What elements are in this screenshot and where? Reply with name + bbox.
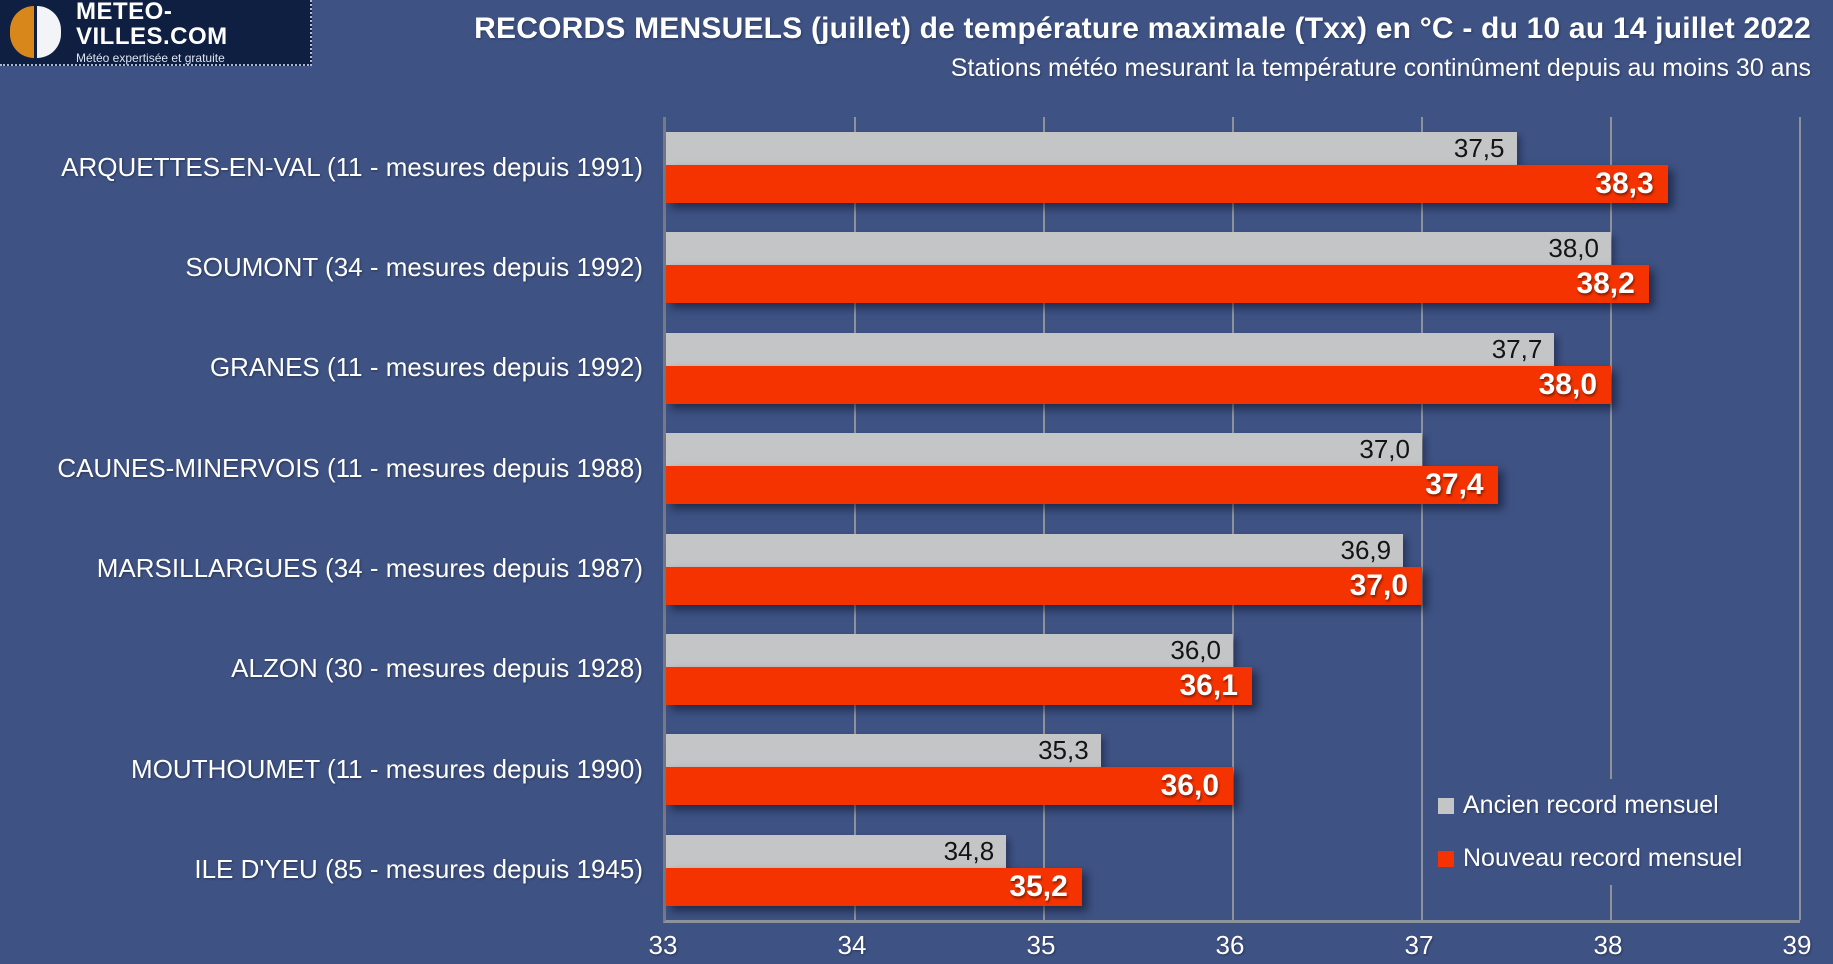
new-record-bar: 38,2 — [666, 265, 1649, 304]
old-record-value: 34,8 — [943, 835, 995, 866]
new-record-bar: 38,3 — [666, 165, 1668, 203]
category-label: ALZON (30 - mesures depuis 1928) — [231, 653, 643, 684]
category-label: GRANES (11 - mesures depuis 1992) — [209, 352, 643, 383]
meteo-villes-logo-icon — [10, 6, 62, 58]
old-record-swatch-icon — [1438, 797, 1454, 814]
x-axis: 33 34 35 36 37 38 39 — [649, 930, 1812, 960]
category-label: ARQUETTES-EN-VAL (11 - mesures depuis 19… — [61, 151, 643, 182]
old-record-bar: 37,0 — [666, 433, 1422, 467]
category-label: ILE D'YEU (85 - mesures depuis 1945) — [194, 854, 643, 885]
new-record-bar: 37,4 — [666, 466, 1498, 505]
logo-orange-half — [10, 6, 34, 58]
plot-area: ARQUETTES-EN-VAL (11 - mesures depuis 19… — [57, 117, 1801, 923]
category-label: MOUTHOUMET (11 - mesures depuis 1990) — [131, 753, 643, 784]
legend-label-new: Nouveau record mensuel — [1463, 844, 1743, 872]
gridline — [1610, 117, 1612, 920]
chart-subtitle: Stations météo mesurant la température c… — [950, 54, 1811, 82]
x-axis-tick-label: 33 — [648, 930, 678, 960]
old-record-bar: 37,5 — [666, 132, 1517, 165]
old-record-bar: 36,0 — [666, 633, 1233, 667]
old-record-value: 36,9 — [1340, 534, 1392, 565]
new-record-value: 36,1 — [1179, 668, 1238, 702]
bar-group: CAUNES-MINERVOIS (11 - mesures depuis 19… — [57, 418, 1800, 518]
bar-group: SOUMONT (34 - mesures depuis 1992) 38,0 38… — [185, 217, 1800, 317]
logo-white-half — [37, 6, 61, 58]
old-record-value: 37,7 — [1491, 333, 1543, 364]
legend: Ancien record mensuel Nouveau record men… — [1428, 779, 1752, 885]
bar-group: ILE D'YEU (85 - mesures depuis 1945) 34,8… — [194, 820, 1800, 920]
chart-header: RECORDS MENSUELS (juillet) de températur… — [474, 12, 1811, 83]
gridline — [1799, 117, 1801, 920]
legend-label-old: Ancien record mensuel — [1463, 791, 1719, 819]
new-record-bar: 36,1 — [666, 666, 1252, 705]
old-record-bar: 38,0 — [666, 232, 1611, 266]
x-axis-tick-label: 38 — [1593, 930, 1623, 960]
category-label: CAUNES-MINERVOIS (11 - mesures depuis 19… — [57, 452, 643, 483]
x-axis-tick-label: 36 — [1215, 930, 1245, 960]
gridline — [853, 117, 856, 920]
old-record-value: 38,0 — [1548, 233, 1599, 264]
old-record-bar: 35,3 — [666, 734, 1101, 768]
x-axis-tick-label: 35 — [1026, 930, 1056, 960]
new-record-swatch-icon — [1438, 850, 1454, 867]
logo-box: METEO-VILLES.COM Météo expertisée et gra… — [0, 0, 312, 66]
category-label: MARSILLARGUES (34 - mesures depuis 1987) — [96, 553, 643, 583]
old-record-bar: 36,9 — [666, 533, 1404, 567]
logo-tagline: Météo expertisée et gratuite — [76, 51, 225, 66]
old-record-value: 36,0 — [1170, 634, 1221, 665]
gridline — [1232, 117, 1234, 920]
gridline — [1420, 117, 1423, 920]
legend-item-old-record: Ancien record mensuel — [1438, 791, 1752, 820]
category-label: SOUMONT (34 - mesures depuis 1992) — [185, 251, 643, 282]
new-record-value: 37,4 — [1425, 468, 1484, 502]
new-record-bar: 37,0 — [666, 566, 1422, 605]
new-record-value: 38,2 — [1576, 267, 1635, 301]
new-record-bar: 35,2 — [666, 867, 1082, 906]
logo-site-name: METEO-VILLES.COM — [76, 0, 228, 51]
logo-text: METEO-VILLES.COM Météo expertisée et gra… — [76, 0, 310, 65]
x-axis-tick-label: 39 — [1782, 930, 1812, 960]
old-record-value: 37,5 — [1453, 133, 1505, 163]
bar-group: ALZON (30 - mesures depuis 1928) 36,0 36,1 — [231, 619, 1800, 719]
old-record-value: 35,3 — [1038, 735, 1089, 766]
x-axis-tick-label: 34 — [837, 930, 867, 960]
bar-group: ARQUETTES-EN-VAL (11 - mesures depuis 19… — [61, 117, 1800, 217]
old-record-value: 37,0 — [1359, 434, 1410, 465]
old-record-bar: 37,7 — [666, 332, 1555, 366]
old-record-bar: 34,8 — [666, 834, 1007, 868]
bar-group: MARSILLARGUES (34 - mesures depuis 1987)… — [97, 519, 1800, 619]
new-record-value: 37,0 — [1349, 568, 1408, 602]
chart-title: RECORDS MENSUELS (juillet) de températur… — [474, 12, 1811, 45]
x-axis-tick-label: 37 — [1404, 930, 1434, 960]
new-record-value: 36,0 — [1160, 769, 1219, 803]
legend-item-new-record: Nouveau record mensuel — [1438, 844, 1752, 873]
gridline — [1042, 117, 1045, 920]
new-record-value: 38,0 — [1538, 367, 1597, 401]
bar-group: MOUTHOUMET (11 - mesures depuis 1990) 35,… — [131, 719, 1800, 819]
new-record-bar: 38,0 — [666, 365, 1611, 404]
new-record-value: 35,2 — [1009, 869, 1068, 903]
bar-group: GRANES (11 - mesures depuis 1992) 37,7 38,… — [210, 318, 1800, 418]
new-record-value: 38,3 — [1595, 167, 1654, 200]
new-record-bar: 36,0 — [666, 767, 1233, 806]
